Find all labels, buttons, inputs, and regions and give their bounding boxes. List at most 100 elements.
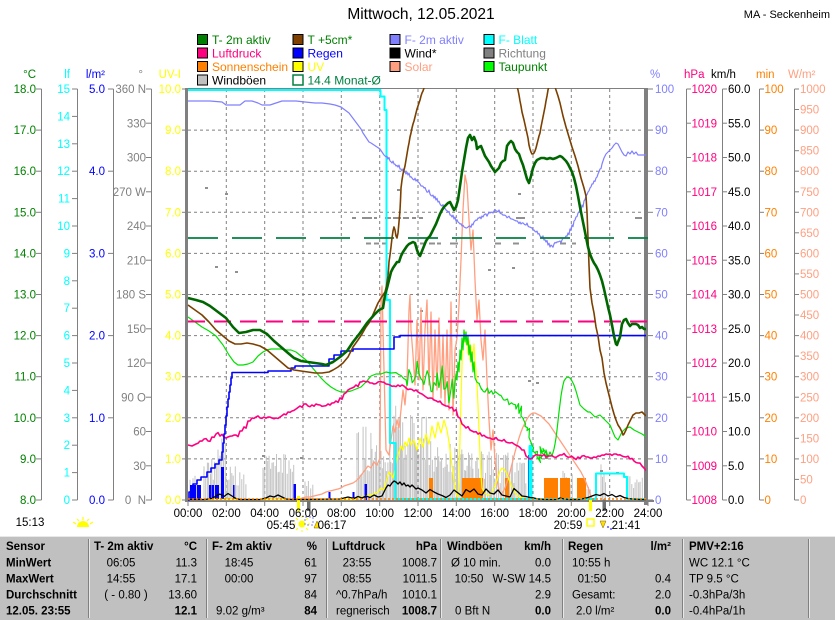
svg-text:16.0: 16.0 — [14, 166, 36, 178]
svg-text:13.0: 13.0 — [14, 290, 36, 302]
svg-text:Regen: Regen — [568, 541, 603, 553]
svg-text:30: 30 — [655, 372, 668, 384]
svg-text:1009: 1009 — [692, 461, 718, 473]
svg-text:km/h: km/h — [711, 69, 736, 81]
svg-text:min: min — [756, 69, 775, 81]
svg-text:6: 6 — [64, 331, 70, 343]
svg-text:14: 14 — [57, 111, 70, 123]
svg-text:5.0: 5.0 — [728, 461, 744, 473]
svg-text:Taupunkt: Taupunkt — [499, 60, 548, 74]
svg-text:MinWert: MinWert — [6, 558, 51, 570]
svg-text:Wind*: Wind* — [405, 47, 437, 61]
svg-text:15.0: 15.0 — [728, 392, 750, 404]
svg-text:1015: 1015 — [692, 255, 718, 267]
svg-text:00:00: 00:00 — [225, 574, 254, 586]
svg-text:21:41: 21:41 — [612, 520, 641, 532]
svg-text:14.4 Monat-Ø: 14.4 Monat-Ø — [308, 74, 381, 88]
svg-text:80: 80 — [655, 166, 668, 178]
svg-text:11: 11 — [58, 194, 70, 206]
svg-text:MaxWert: MaxWert — [6, 574, 54, 586]
svg-text:1018: 1018 — [692, 153, 718, 165]
svg-text:150: 150 — [127, 324, 146, 336]
svg-text:240: 240 — [127, 221, 146, 233]
svg-text:0.0: 0.0 — [165, 495, 181, 507]
svg-text:18:45: 18:45 — [225, 558, 254, 570]
svg-text:15.0: 15.0 — [14, 207, 36, 219]
svg-text:T- 2m aktiv: T- 2m aktiv — [94, 541, 154, 553]
svg-text:Windböen: Windböen — [212, 74, 266, 88]
svg-text:11.0: 11.0 — [14, 372, 36, 384]
svg-text:T- 2m aktiv: T- 2m aktiv — [212, 33, 271, 47]
svg-text:300: 300 — [127, 153, 146, 165]
svg-text:4: 4 — [64, 385, 71, 397]
svg-text:1019: 1019 — [692, 118, 718, 130]
svg-text:10: 10 — [765, 454, 778, 466]
svg-text:600: 600 — [800, 248, 819, 260]
svg-text:2.0 l/m²: 2.0 l/m² — [576, 606, 615, 618]
svg-text:Mittwoch, 12.05.2021: Mittwoch, 12.05.2021 — [347, 6, 494, 23]
svg-text:08:00: 08:00 — [327, 508, 356, 520]
svg-text:18.0: 18.0 — [14, 84, 36, 96]
svg-text:Gesamt:: Gesamt: — [572, 590, 615, 602]
svg-text:9.02 g/m³: 9.02 g/m³ — [216, 606, 265, 618]
svg-text:UV: UV — [308, 60, 325, 74]
svg-text:350: 350 — [800, 351, 819, 363]
svg-text:hPa: hPa — [684, 69, 705, 81]
svg-text:61: 61 — [304, 558, 317, 570]
svg-text:2.9: 2.9 — [535, 590, 551, 602]
svg-text:35.0: 35.0 — [728, 255, 750, 267]
svg-text:15:13: 15:13 — [16, 517, 45, 529]
svg-text:22:00: 22:00 — [595, 508, 624, 520]
svg-text:1: 1 — [64, 468, 70, 480]
svg-text:0: 0 — [800, 495, 806, 507]
svg-text:( - 0.80 ): ( - 0.80 ) — [104, 590, 148, 602]
svg-text:10: 10 — [57, 221, 70, 233]
svg-text:%: % — [650, 69, 660, 81]
svg-text:1012: 1012 — [692, 358, 718, 370]
svg-text:90: 90 — [765, 125, 778, 137]
svg-text:20: 20 — [655, 413, 668, 425]
svg-text:12.0: 12.0 — [14, 331, 36, 343]
svg-text:1016: 1016 — [692, 221, 718, 233]
svg-text:06:17: 06:17 — [318, 520, 347, 532]
svg-text:^0.7hPa/h: ^0.7hPa/h — [336, 590, 387, 602]
svg-text:20:59: 20:59 — [554, 520, 583, 532]
svg-text:50: 50 — [655, 290, 668, 302]
svg-text:Ø 10 min.: Ø 10 min. — [451, 558, 501, 570]
svg-text:W/m²: W/m² — [788, 69, 816, 81]
svg-text:10:50: 10:50 — [455, 574, 484, 586]
svg-text:12:00: 12:00 — [404, 508, 433, 520]
svg-text:20: 20 — [765, 413, 778, 425]
svg-text:10:00: 10:00 — [365, 508, 394, 520]
svg-text:12.1: 12.1 — [175, 606, 198, 618]
svg-text:02:00: 02:00 — [212, 508, 241, 520]
svg-text:270 W: 270 W — [113, 187, 146, 199]
svg-text:%: % — [307, 541, 317, 553]
svg-text:330: 330 — [127, 118, 146, 130]
svg-text:16:00: 16:00 — [480, 508, 509, 520]
svg-text:Windböen: Windböen — [447, 541, 502, 553]
svg-text:12.05. 23:55: 12.05. 23:55 — [6, 606, 71, 618]
svg-text:0 Bft N: 0 Bft N — [455, 606, 490, 618]
svg-text:5.0: 5.0 — [165, 290, 181, 302]
svg-text:0.0: 0.0 — [655, 606, 671, 618]
svg-text:180 S: 180 S — [116, 290, 146, 302]
svg-text:1017: 1017 — [692, 187, 718, 199]
svg-text:13: 13 — [57, 139, 70, 151]
svg-text:W-SW: W-SW — [492, 574, 525, 586]
svg-text:300: 300 — [800, 372, 819, 384]
svg-text:06:00: 06:00 — [289, 508, 318, 520]
svg-text:F- 2m aktiv: F- 2m aktiv — [212, 541, 273, 553]
svg-text:90 O: 90 O — [121, 392, 146, 404]
svg-text:F- Blatt: F- Blatt — [499, 33, 538, 47]
svg-text:40.0: 40.0 — [728, 221, 750, 233]
svg-text:10: 10 — [655, 454, 668, 466]
svg-text:20:00: 20:00 — [557, 508, 586, 520]
svg-text:100: 100 — [655, 84, 674, 96]
svg-text:550: 550 — [800, 269, 819, 281]
svg-text:7: 7 — [64, 303, 70, 315]
svg-text:14:55: 14:55 — [107, 574, 136, 586]
svg-text:70: 70 — [655, 207, 668, 219]
svg-text:900: 900 — [800, 125, 819, 137]
svg-text:5.0: 5.0 — [89, 84, 105, 96]
